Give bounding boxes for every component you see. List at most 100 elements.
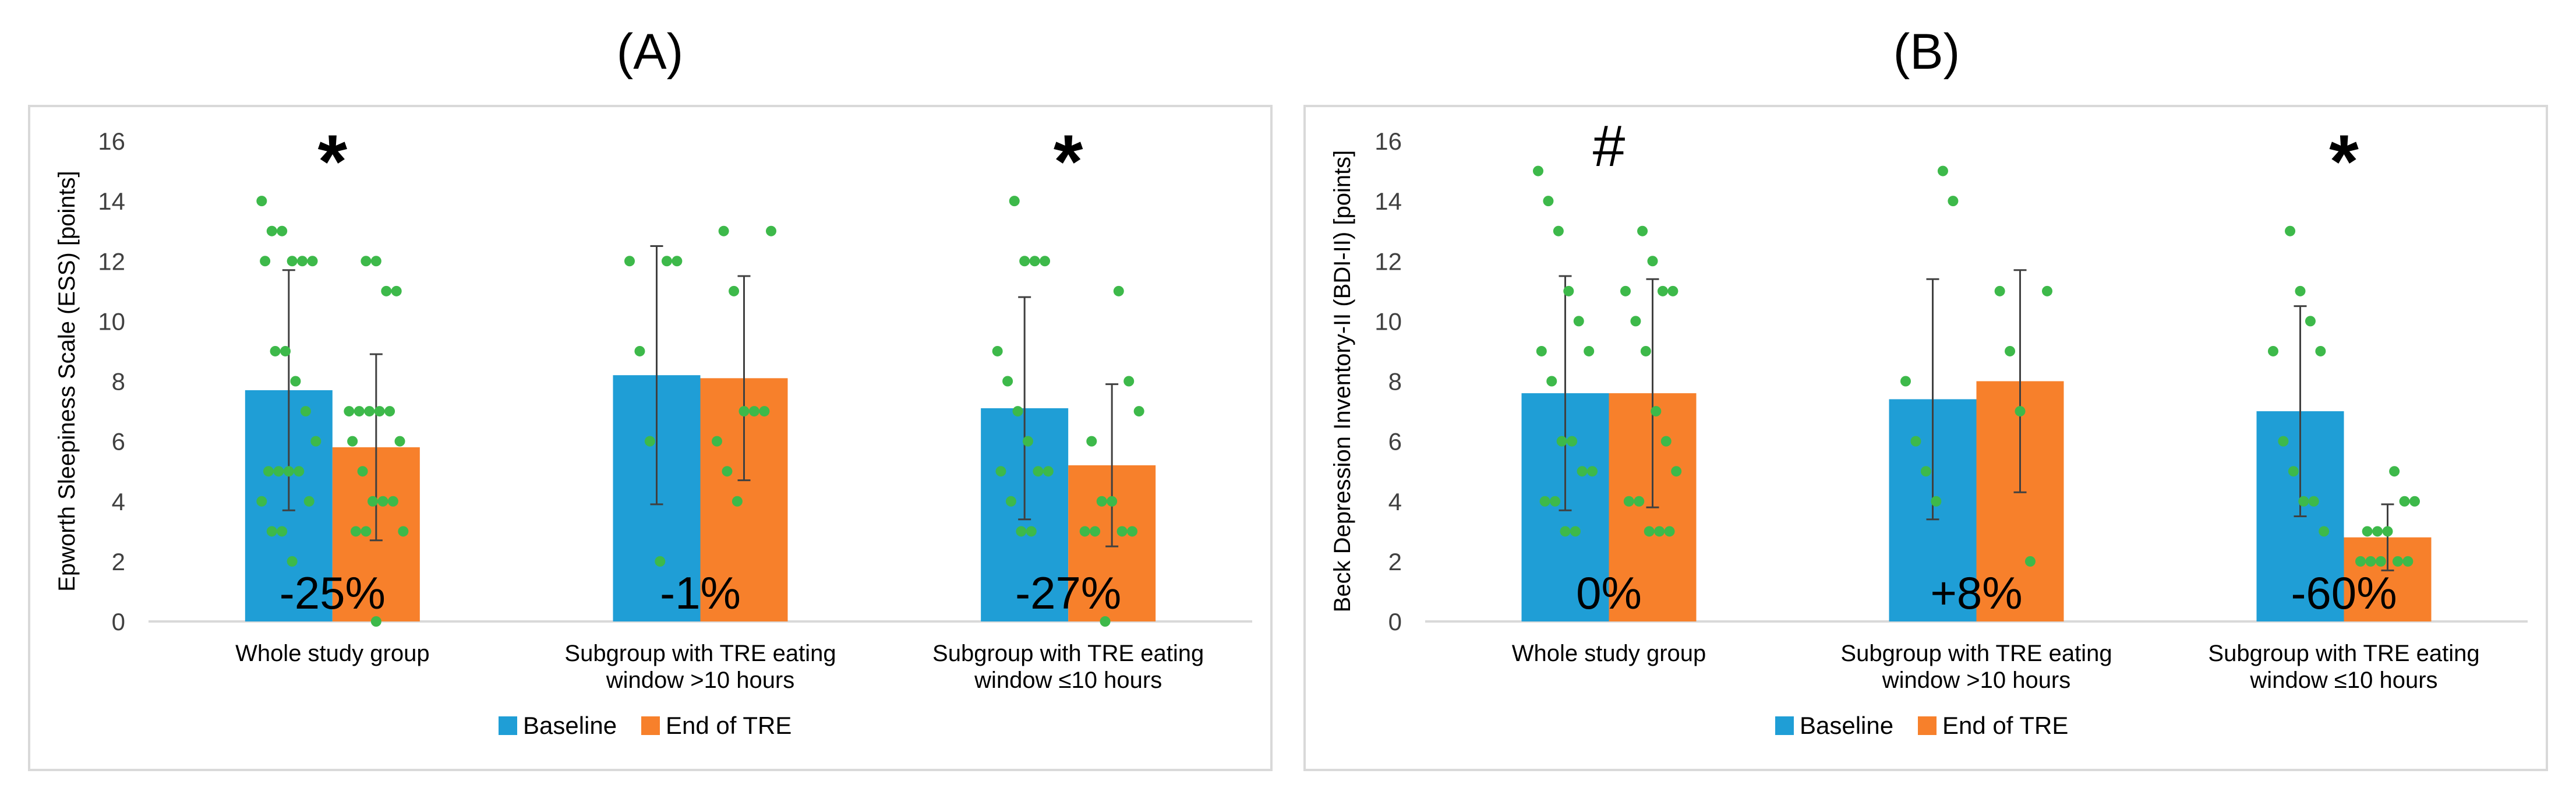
data-point [256,196,267,207]
percent-change-label: 0% [1576,567,1642,619]
y-tick-label: 0 [112,608,125,635]
data-point [1123,376,1135,387]
data-point [766,225,776,236]
data-point [1016,526,1027,537]
significance-marker: * [2329,119,2359,204]
data-point [266,225,277,236]
data-point [718,225,729,236]
data-point [290,376,301,387]
data-point [1539,496,1550,507]
y-tick-label: 6 [1388,428,1402,455]
data-point [391,285,402,296]
x-tick-label: Whole study group [1512,641,1706,666]
data-point [1133,406,1144,417]
significance-marker: * [318,119,348,204]
data-point [256,496,267,507]
data-point [2399,496,2410,507]
data-point [370,616,381,627]
data-point [1026,526,1037,537]
data-point [277,225,288,236]
data-point [1100,616,1111,627]
data-point [1994,285,2005,296]
data-point [266,526,277,537]
data-point [1079,526,1090,537]
significance-marker: * [1054,119,1083,204]
data-point [992,345,1003,356]
x-tick-label: window >10 hours [1882,667,2071,693]
legend-label-baseline: Baseline [1800,712,1893,739]
data-point [722,466,733,477]
data-point [1113,285,1124,296]
data-point [350,526,361,537]
data-point [1620,285,1631,296]
data-point [995,466,1006,477]
data-point [1536,345,1547,356]
data-point [1640,345,1651,356]
y-tick-label: 16 [1374,128,1402,155]
data-point [260,256,271,267]
data-point [1654,526,1665,537]
data-point [2305,316,2316,327]
panel-title: (A) [617,24,684,80]
data-point [644,436,655,447]
data-point [1573,316,1584,327]
data-point [273,466,284,477]
data-point [1948,196,1959,207]
data-point [2372,526,2383,537]
x-tick-label: window ≤10 hours [974,667,1162,693]
data-point [2268,345,2278,356]
y-tick-label: 8 [112,368,125,395]
legend-swatch-baseline [1775,716,1794,735]
data-point [344,406,355,417]
panel-b: (B) Beck Depression Inventory-II (BDI-II)… [1303,24,2548,771]
data-point [1002,376,1013,387]
data-point [2298,496,2309,507]
y-tick-label: 2 [1388,548,1402,575]
data-point [2308,496,2319,507]
data-point [1090,526,1101,537]
data-point [1553,225,1564,236]
data-point [1012,406,1023,417]
data-point [384,406,395,417]
chart-frame [1303,105,2548,771]
data-point [2042,285,2052,296]
data-point [347,436,358,447]
data-point [1630,316,1641,327]
y-tick-label: 8 [1388,368,1402,395]
data-point [729,285,740,296]
data-point [1671,466,1682,477]
legend-label-end-of-tre: End of TRE [666,712,791,739]
data-point [2382,526,2393,537]
data-point [283,466,294,477]
data-point [2375,556,2386,567]
data-point [1009,196,1020,207]
x-tick-label: Subgroup with TRE eating [564,641,836,666]
data-point [1040,256,1051,267]
y-axis-label: Epworth Sleepiness Scale (ESS) [points] [54,171,80,592]
data-point [370,256,381,267]
percent-change-label: -27% [1015,567,1121,619]
y-tick-label: 2 [112,548,125,575]
y-tick-label: 16 [98,128,125,155]
data-point [1019,256,1030,267]
x-tick-label: Subgroup with TRE eating [2208,641,2479,666]
data-point [672,256,683,267]
panel-a: (A) Epworth Sleepiness Scale (ESS) [point… [28,24,1273,771]
data-point [303,496,315,507]
data-point [732,496,743,507]
data-point [2285,225,2296,236]
data-point [287,256,298,267]
data-point [398,526,409,537]
data-point [280,345,291,356]
legend-swatch-baseline [499,716,517,735]
data-point [307,256,318,267]
data-point [277,526,288,537]
data-point [394,436,405,447]
data-point [1910,436,1921,447]
legend-swatch-end-of-tre [641,716,660,735]
y-tick-label: 10 [98,308,125,335]
data-point [1577,466,1588,477]
x-tick-label: Whole study group [235,641,430,666]
data-point [1005,496,1016,507]
y-tick-label: 0 [1388,608,1402,635]
